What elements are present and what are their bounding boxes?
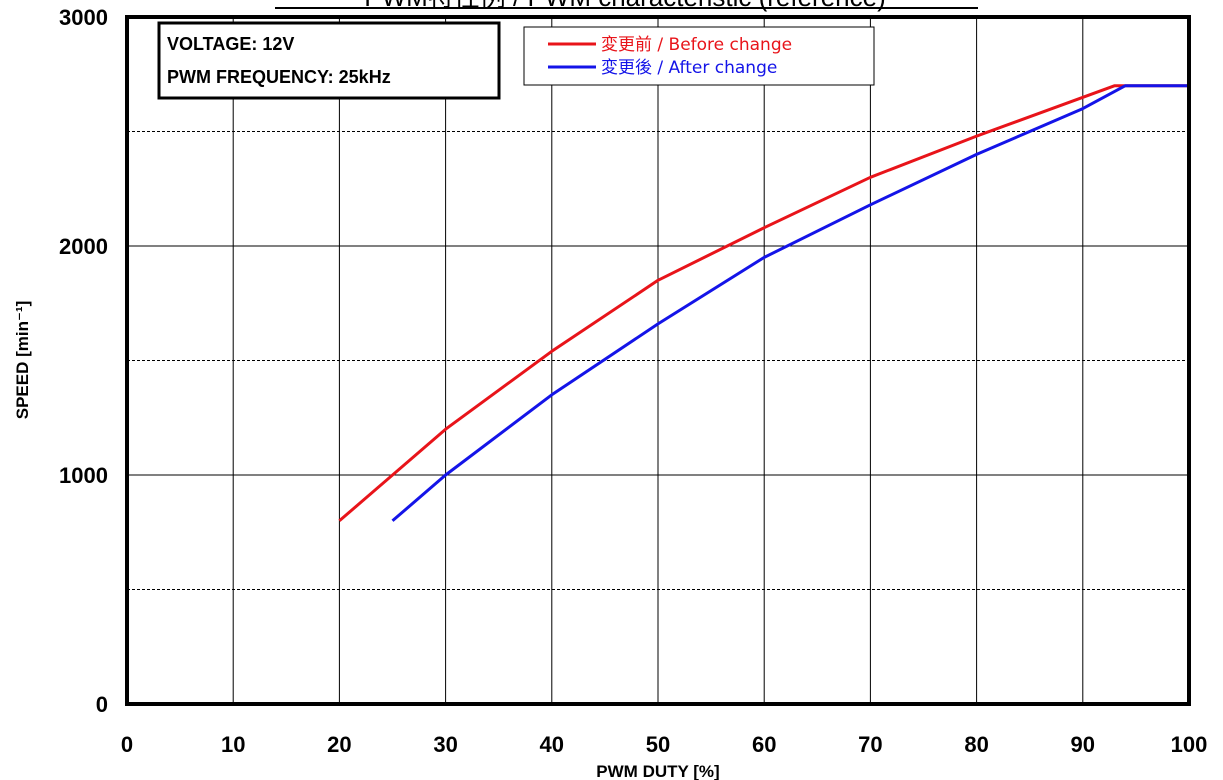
y-tick-label: 3000 xyxy=(59,5,108,30)
x-axis-title: PWM DUTY [%] xyxy=(596,762,719,780)
x-tick-label: 20 xyxy=(327,732,351,757)
x-tick-label: 60 xyxy=(752,732,776,757)
y-tick-label: 0 xyxy=(96,692,108,717)
legend-label-2: 変更後 / After change xyxy=(601,58,777,78)
y-axis-title: SPEED [min⁻¹] xyxy=(13,301,32,420)
chart-title: PWM特性例 / PWM characteristic (reference) xyxy=(364,0,886,12)
grid xyxy=(127,17,1189,704)
x-tick-label: 10 xyxy=(221,732,245,757)
y-tick-label: 1000 xyxy=(59,463,108,488)
x-tick-label: 40 xyxy=(540,732,564,757)
legend-items: 変更前 / Before change 変更後 / After change xyxy=(548,35,792,78)
x-tick-label: 30 xyxy=(433,732,457,757)
y-tick-label: 2000 xyxy=(59,234,108,259)
info-voltage: VOLTAGE: 12V xyxy=(167,34,294,54)
x-tick-label: 50 xyxy=(646,732,670,757)
info-box-frame xyxy=(157,21,501,100)
legend-frame xyxy=(523,26,875,86)
info-box: VOLTAGE: 12V PWM FREQUENCY: 25kHz xyxy=(157,21,501,100)
x-tick-label: 70 xyxy=(858,732,882,757)
x-tick-label: 80 xyxy=(964,732,988,757)
y-tick-labels: 0 1000 2000 3000 xyxy=(59,5,108,717)
x-tick-label: 100 xyxy=(1171,732,1208,757)
series-line-1 xyxy=(338,84,1189,522)
series-line-2 xyxy=(391,84,1189,522)
legend-label-1: 変更前 / Before change xyxy=(601,35,792,55)
plot-frame xyxy=(125,15,1191,706)
legend: 変更前 / Before change 変更後 / After change xyxy=(523,26,875,86)
series-layer xyxy=(338,84,1189,522)
x-tick-label: 90 xyxy=(1071,732,1095,757)
x-tick-labels: 0 10 20 30 40 50 60 70 80 90 100 xyxy=(121,732,1207,757)
info-pwm-frequency: PWM FREQUENCY: 25kHz xyxy=(167,67,391,87)
x-tick-label: 0 xyxy=(121,732,133,757)
